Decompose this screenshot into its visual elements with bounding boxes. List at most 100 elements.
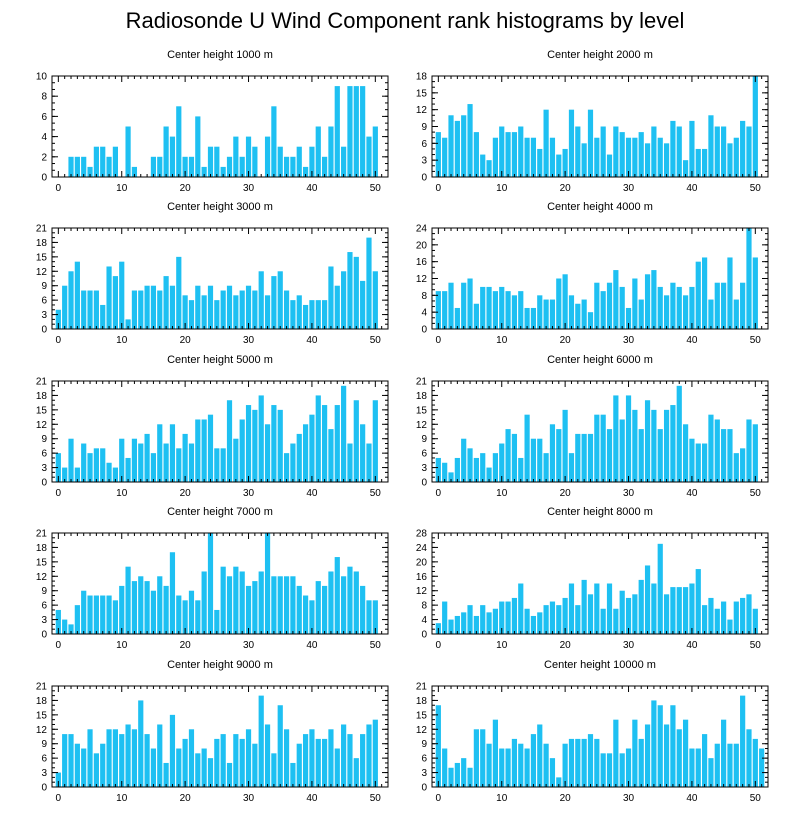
bar: 16: 2 xyxy=(157,156,163,177)
x-tick-label: 20 xyxy=(180,793,192,804)
bar: 4: 6 xyxy=(461,612,467,634)
bar: 5: 8 xyxy=(87,290,93,329)
bar: 23: 10 xyxy=(581,433,587,482)
bar: 14: 7 xyxy=(524,137,530,177)
bar: 1: 9 xyxy=(442,291,448,330)
x-tick-label: 40 xyxy=(686,640,698,651)
x-tick-label: 30 xyxy=(623,640,635,651)
bar: 48: 9 xyxy=(360,86,366,177)
bar: 27: 5 xyxy=(226,762,233,787)
bar: 31: 15 xyxy=(252,409,258,482)
bar: 27: 2 xyxy=(226,156,233,177)
bar: 29: 13 xyxy=(239,419,245,482)
bar: 17: 8 xyxy=(163,443,169,482)
x-tick-label: 10 xyxy=(496,335,508,346)
bar: 27: 11 xyxy=(606,282,613,329)
bar: 49: 19 xyxy=(366,237,372,329)
bar: 11: 2 xyxy=(125,319,131,329)
bar: 44: 9 xyxy=(714,743,720,787)
panel-title: Center height 1000 m xyxy=(167,49,273,61)
bar: 21: 14 xyxy=(568,583,575,634)
bar: 32: 11 xyxy=(638,429,644,482)
bar: 42: 17 xyxy=(702,257,708,329)
bar: 41: 6 xyxy=(315,300,321,329)
bar: 13: 5 xyxy=(518,457,524,482)
bar: 4: 8 xyxy=(81,748,87,787)
bar: 37: 8 xyxy=(290,443,296,482)
x-tick-label: 30 xyxy=(623,335,635,346)
bar: 44: 11 xyxy=(714,282,720,329)
bar: 15: 5 xyxy=(530,307,537,329)
bar: 6: 8 xyxy=(93,595,99,634)
bar: 46: 4 xyxy=(727,619,733,634)
y-tick-label: 10 xyxy=(36,72,48,83)
y-tick-label: 15 xyxy=(416,88,428,99)
y-tick-label: 9 xyxy=(421,122,427,133)
bar: 40: 7 xyxy=(309,600,315,634)
bar: 19: 7 xyxy=(176,448,182,482)
bar: 13: 18 xyxy=(138,700,144,787)
bar: 15: 6 xyxy=(150,453,157,482)
bar: 8: 13 xyxy=(106,266,112,329)
bar: 43: 11 xyxy=(328,429,334,482)
bar: 2: 11 xyxy=(448,115,454,177)
panel-5: Center height 5000 m 0: 61: 32: 93: 34: 8… xyxy=(36,354,389,499)
bar: 40: 3 xyxy=(309,146,315,177)
bar: 46: 11 xyxy=(347,734,353,787)
bar: 4: 11 xyxy=(461,282,467,329)
plot-frame xyxy=(51,227,389,330)
bar: 36: 11 xyxy=(663,594,670,634)
bar: 35: 10 xyxy=(657,286,663,329)
bar: 32: 18 xyxy=(258,395,264,482)
y-tick-label: 12 xyxy=(416,420,428,431)
bar: 49: 9 xyxy=(746,126,752,177)
bar: 34: 7 xyxy=(271,106,277,177)
bar: 20: 10 xyxy=(182,738,188,787)
bar: 18: 12 xyxy=(549,424,556,482)
bar: 44: 13 xyxy=(714,419,720,482)
x-tick-label: 20 xyxy=(560,793,572,804)
bar: 7: 8 xyxy=(480,605,486,634)
bar: 19: 12 xyxy=(556,278,562,329)
x-tick-label: 20 xyxy=(560,640,572,651)
y-tick-label: 4 xyxy=(421,308,427,319)
panel-1: Center height 1000 m0: 01: 02: 23: 24: 2… xyxy=(36,49,389,194)
bar: 17: 9 xyxy=(543,743,549,787)
bar: 6: 7 xyxy=(93,753,99,787)
bar: 19: 2 xyxy=(556,777,562,787)
bar: 6: 12 xyxy=(473,729,479,787)
bar: 15: 2 xyxy=(150,156,157,177)
x-tick-label: 0 xyxy=(436,183,442,194)
x-tick-label: 10 xyxy=(116,793,128,804)
bar: 39: 5 xyxy=(302,304,309,329)
bar: 37: 11 xyxy=(670,282,676,329)
bar: 21: 12 xyxy=(188,729,195,787)
bar: 26: 9 xyxy=(600,126,606,177)
bar: 48: 10 xyxy=(360,585,366,634)
bar: 9: 3 xyxy=(112,467,118,482)
bar: 19: 8 xyxy=(176,748,182,787)
bar: 29: 10 xyxy=(239,738,245,787)
bar: 26: 7 xyxy=(600,753,606,787)
y-tick-label: 12 xyxy=(36,572,48,583)
bar: 1: 4 xyxy=(442,462,448,482)
bar: 21: 8 xyxy=(568,295,575,329)
y-tick-label: 4 xyxy=(41,132,47,143)
bar: 0: 5 xyxy=(55,609,61,634)
bar: 43: 14 xyxy=(708,414,714,482)
y-tick-label: 18 xyxy=(36,238,48,249)
bar: 10: 14 xyxy=(119,261,125,329)
bar: 13: 8 xyxy=(138,290,144,329)
bar: 30: 4 xyxy=(245,136,252,177)
x-tick-label: 10 xyxy=(496,793,508,804)
bar: 31: 9 xyxy=(252,743,258,787)
bar: 34: 12 xyxy=(271,576,277,634)
bar: 24: 10 xyxy=(587,433,594,482)
bar: 20: 7 xyxy=(182,600,188,634)
y-tick-label: 6 xyxy=(41,449,47,460)
bar: 34: 14 xyxy=(651,270,657,329)
bar: 0: 8 xyxy=(435,132,441,177)
x-tick-label: 0 xyxy=(56,793,62,804)
plot-frame xyxy=(431,532,769,635)
bar: 36: 12 xyxy=(283,576,290,634)
